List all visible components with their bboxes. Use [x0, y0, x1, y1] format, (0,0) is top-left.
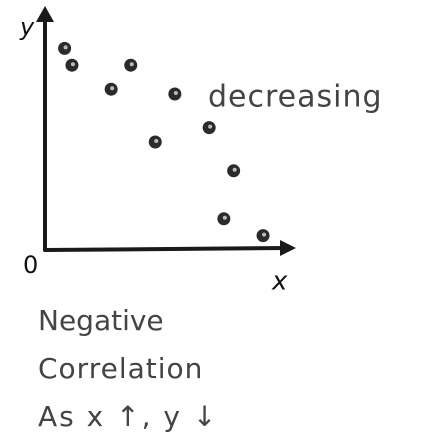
point-highlight — [173, 91, 178, 95]
x-axis-arrow — [280, 240, 296, 256]
point-highlight — [154, 139, 159, 143]
point-highlight — [63, 45, 68, 50]
y-axis-arrow — [36, 6, 54, 22]
annotation: Negative — [38, 304, 164, 337]
point-highlight — [222, 215, 227, 220]
x-tick-label: 0 — [23, 251, 38, 279]
annotation: Correlation — [38, 352, 203, 385]
x-axis — [43, 246, 290, 252]
point-highlight — [262, 232, 267, 237]
x-axis-label: x — [271, 267, 288, 297]
point-highlight — [232, 167, 237, 172]
y-axis-label: y — [19, 13, 35, 41]
point-highlight — [70, 62, 75, 67]
point-highlight — [208, 124, 213, 129]
point-highlight — [129, 62, 134, 67]
annotation: As x ↑, y ↓ — [38, 400, 218, 433]
point-highlight — [110, 86, 115, 91]
annotation: decreasing — [208, 80, 383, 115]
